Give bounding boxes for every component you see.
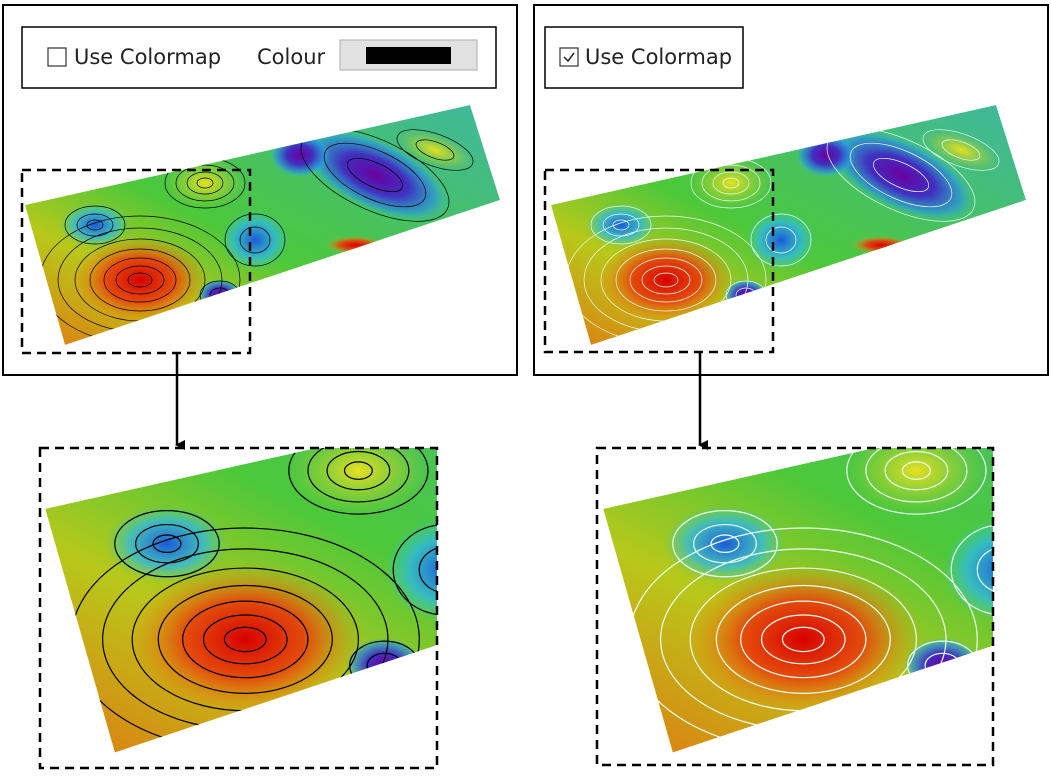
colour-label: Colour	[257, 45, 326, 69]
zoom-frame	[595, 446, 995, 767]
colour-swatch	[366, 47, 451, 64]
checkbox-label: Use Colormap	[74, 45, 221, 69]
checkbox[interactable]	[47, 47, 67, 67]
left-panel: Use Colormap Colour	[2, 4, 518, 376]
right-panel: Use Colormap	[533, 4, 1049, 376]
zoom-frame	[38, 446, 439, 770]
checkbox-label: Use Colormap	[585, 45, 732, 69]
zoom-box	[20, 168, 252, 355]
checkbox[interactable]	[559, 47, 579, 67]
zoom-view	[603, 335, 1051, 753]
check-mark	[563, 52, 575, 63]
zoom-box	[543, 168, 775, 354]
